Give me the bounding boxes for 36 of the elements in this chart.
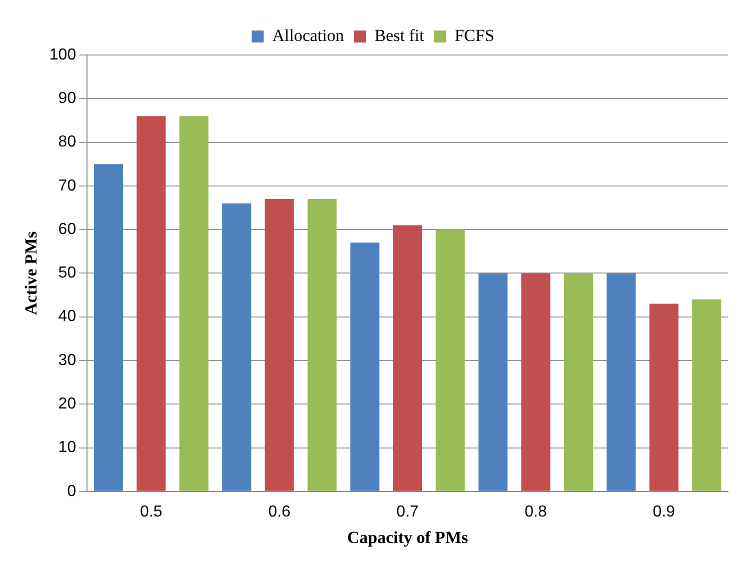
y-tick-label: 30 [58,352,76,369]
bar [692,299,722,491]
bar [350,242,380,491]
bar [521,273,550,491]
bar [222,203,252,491]
bar [436,230,465,491]
x-tick-label: 0.8 [524,503,547,520]
y-tick-label: 100 [49,46,76,64]
bar [478,273,508,491]
y-tick-label: 60 [58,220,76,238]
y-tick-label: 50 [58,264,76,282]
bar [264,199,294,491]
bar [308,199,337,491]
bar [564,273,593,491]
y-tick-label: 90 [58,90,76,108]
bar [649,304,678,491]
y-axis-title: Active PMs [22,231,41,315]
bar [179,116,208,491]
x-tick-label: 0.7 [396,503,419,520]
x-tick-label: 0.5 [140,503,162,520]
legend-label: Allocation [272,26,344,45]
x-tick-label: 0.9 [652,503,676,520]
bar [94,164,123,491]
y-tick-label: 10 [58,439,76,456]
y-tick-label: 80 [58,134,76,151]
y-tick-label: 70 [58,177,76,194]
bar [606,273,636,491]
x-axis-title: Capacity of PMs [347,528,468,548]
legend-label: Best fit [374,26,424,45]
y-tick-label: 40 [58,308,76,326]
x-tick-label: 0.6 [268,503,291,520]
y-tick-label: 20 [58,396,76,413]
bar [136,116,166,491]
legend-label: FCFS [454,26,494,45]
y-tick-label: 0 [67,482,76,500]
bar [393,225,422,491]
